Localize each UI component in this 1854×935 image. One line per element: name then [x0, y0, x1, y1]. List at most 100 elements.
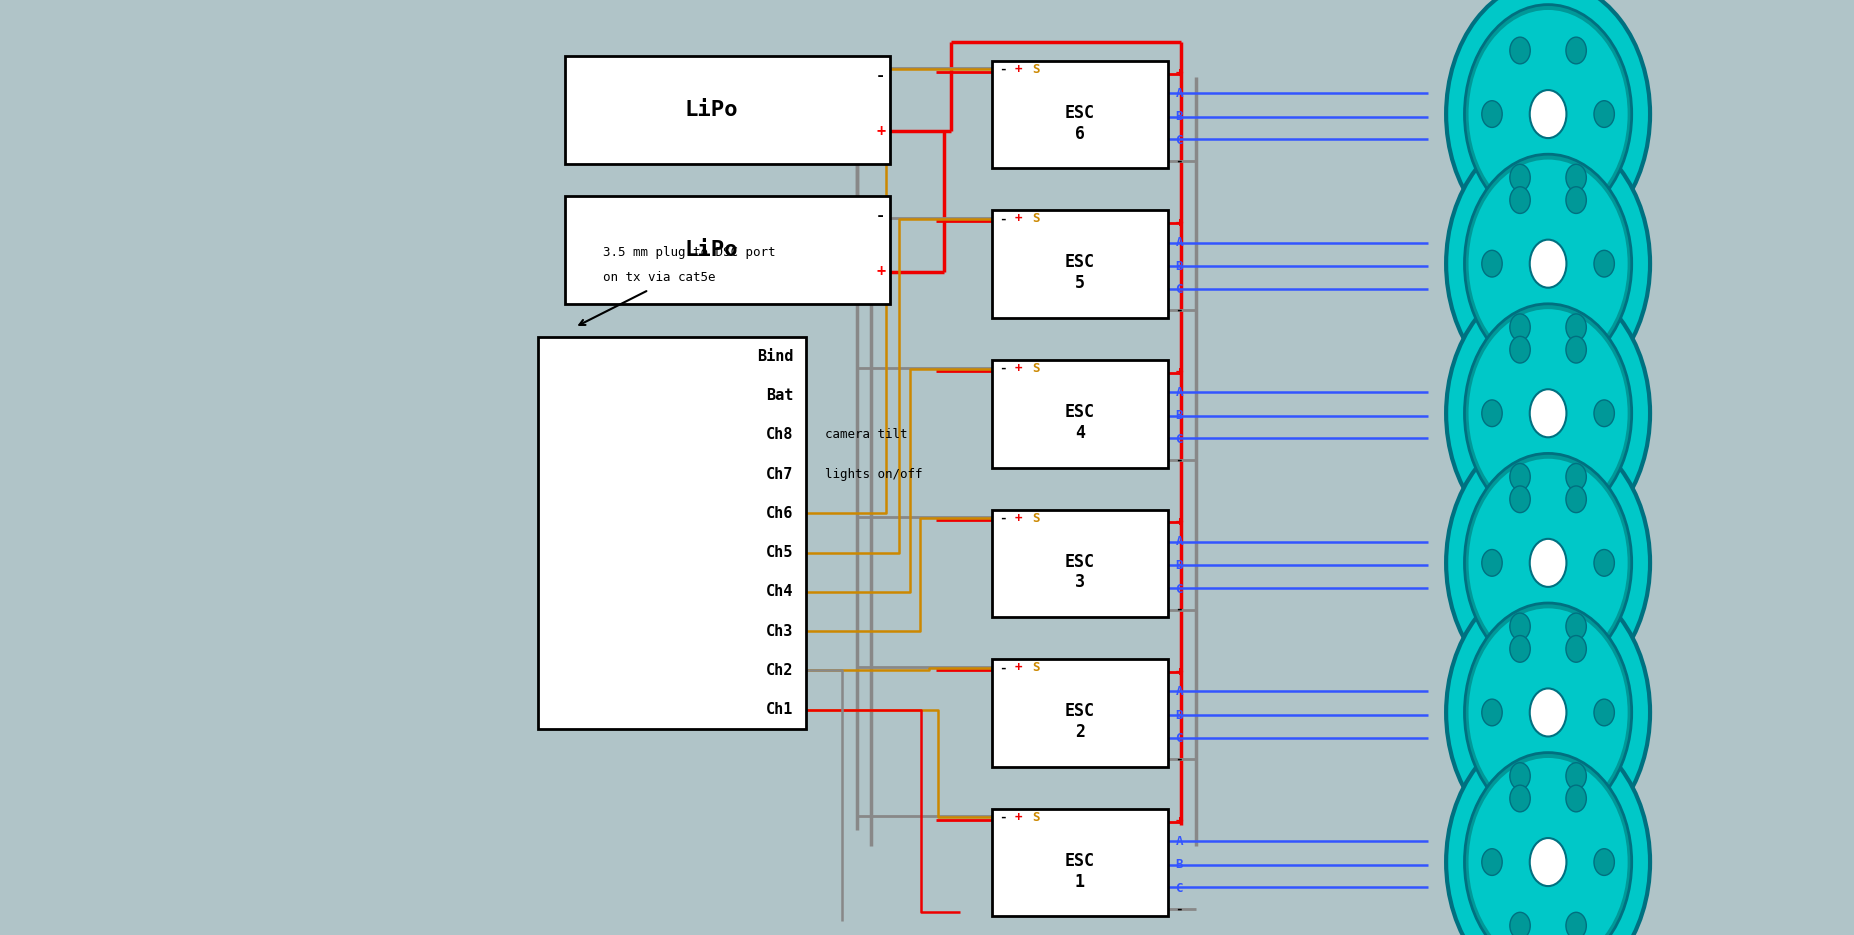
Text: LiPo: LiPo — [684, 240, 738, 260]
Text: C: C — [1175, 283, 1183, 296]
Ellipse shape — [1465, 154, 1632, 373]
Ellipse shape — [1509, 763, 1530, 789]
Text: on tx via cat5e: on tx via cat5e — [603, 271, 716, 284]
Text: Ch4: Ch4 — [766, 584, 794, 599]
Ellipse shape — [1468, 309, 1628, 517]
Ellipse shape — [1567, 763, 1587, 789]
Ellipse shape — [1530, 389, 1567, 438]
Ellipse shape — [1465, 603, 1632, 822]
Ellipse shape — [1509, 165, 1530, 191]
Text: +: + — [1014, 661, 1022, 674]
Ellipse shape — [1567, 636, 1587, 662]
Text: Bat: Bat — [766, 388, 794, 403]
Ellipse shape — [1530, 539, 1567, 587]
Ellipse shape — [1567, 785, 1587, 812]
FancyBboxPatch shape — [538, 337, 806, 729]
Text: C: C — [1175, 134, 1183, 147]
Ellipse shape — [1567, 37, 1587, 64]
Text: B: B — [1175, 260, 1183, 273]
Ellipse shape — [1567, 314, 1587, 340]
Text: -: - — [999, 63, 1007, 76]
Text: A: A — [1175, 835, 1183, 847]
Text: ESC
1: ESC 1 — [1064, 852, 1096, 890]
Text: +: + — [1175, 367, 1183, 380]
Text: Bind: Bind — [756, 349, 794, 364]
Ellipse shape — [1468, 758, 1628, 935]
Text: 3.5 mm plug to DSC port: 3.5 mm plug to DSC port — [603, 246, 775, 259]
Ellipse shape — [1509, 37, 1530, 64]
Text: +: + — [877, 264, 884, 280]
Text: A: A — [1175, 685, 1183, 698]
Ellipse shape — [1594, 699, 1615, 726]
Ellipse shape — [1567, 486, 1587, 512]
Ellipse shape — [1481, 251, 1502, 277]
Text: -: - — [1175, 453, 1183, 467]
Ellipse shape — [1481, 849, 1502, 875]
Text: C: C — [1175, 882, 1183, 895]
Text: A: A — [1175, 87, 1183, 99]
Ellipse shape — [1567, 613, 1587, 640]
Text: +: + — [1014, 511, 1022, 525]
Ellipse shape — [1567, 165, 1587, 191]
FancyBboxPatch shape — [992, 210, 1168, 318]
Text: ESC
6: ESC 6 — [1064, 104, 1096, 142]
Ellipse shape — [1594, 550, 1615, 576]
Text: -: - — [877, 209, 884, 223]
FancyBboxPatch shape — [565, 56, 890, 164]
Text: -: - — [999, 212, 1007, 225]
Ellipse shape — [1594, 849, 1615, 875]
Text: S: S — [1033, 63, 1040, 76]
Text: Ch1: Ch1 — [766, 702, 794, 717]
Text: Ch5: Ch5 — [766, 545, 794, 560]
Text: +: + — [1014, 63, 1022, 76]
Text: S: S — [1033, 511, 1040, 525]
Ellipse shape — [1446, 579, 1650, 846]
Text: S: S — [1033, 362, 1040, 375]
Text: C: C — [1175, 583, 1183, 596]
Ellipse shape — [1465, 5, 1632, 223]
Ellipse shape — [1509, 636, 1530, 662]
Text: -: - — [877, 68, 884, 83]
Ellipse shape — [1567, 464, 1587, 490]
Ellipse shape — [1446, 280, 1650, 547]
Ellipse shape — [1468, 459, 1628, 667]
Ellipse shape — [1509, 314, 1530, 340]
Text: C: C — [1175, 732, 1183, 745]
Text: B: B — [1175, 559, 1183, 572]
Text: +: + — [1175, 67, 1183, 80]
Text: lights on/off: lights on/off — [825, 468, 923, 481]
Text: -: - — [1175, 753, 1183, 766]
Ellipse shape — [1465, 453, 1632, 672]
Text: Ch3: Ch3 — [766, 624, 794, 639]
FancyBboxPatch shape — [992, 510, 1168, 617]
Ellipse shape — [1468, 10, 1628, 218]
Text: ESC
3: ESC 3 — [1064, 553, 1096, 591]
Ellipse shape — [1530, 239, 1567, 288]
Text: S: S — [1033, 212, 1040, 225]
Text: -: - — [1175, 154, 1183, 167]
Text: -: - — [1175, 902, 1183, 915]
FancyBboxPatch shape — [992, 360, 1168, 468]
Ellipse shape — [1465, 753, 1632, 935]
Text: Ch7: Ch7 — [766, 467, 794, 482]
Ellipse shape — [1468, 609, 1628, 816]
Ellipse shape — [1446, 130, 1650, 397]
Text: B: B — [1175, 110, 1183, 123]
Ellipse shape — [1509, 486, 1530, 512]
Text: Ch2: Ch2 — [766, 663, 794, 678]
Text: +: + — [1014, 811, 1022, 824]
Ellipse shape — [1530, 688, 1567, 737]
Text: -: - — [1175, 304, 1183, 317]
Ellipse shape — [1468, 160, 1628, 367]
Ellipse shape — [1594, 251, 1615, 277]
Ellipse shape — [1465, 304, 1632, 523]
Text: -: - — [999, 811, 1007, 824]
Ellipse shape — [1594, 101, 1615, 127]
Text: C: C — [1175, 433, 1183, 446]
Text: ESC
5: ESC 5 — [1064, 253, 1096, 292]
Ellipse shape — [1567, 187, 1587, 213]
FancyBboxPatch shape — [992, 659, 1168, 767]
Ellipse shape — [1509, 464, 1530, 490]
Ellipse shape — [1509, 785, 1530, 812]
Text: +: + — [1175, 217, 1183, 230]
